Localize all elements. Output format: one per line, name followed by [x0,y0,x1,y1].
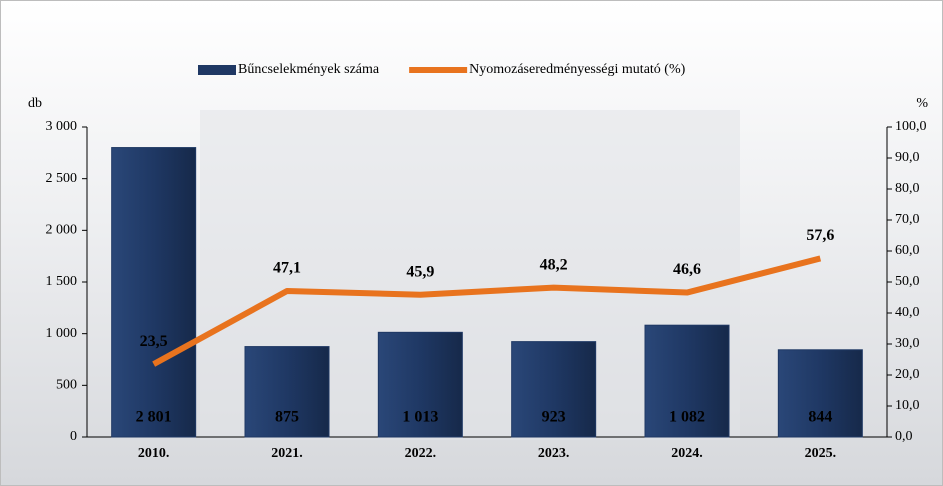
y2-tick-label: 40,0 [895,305,920,320]
y-axis-title: db [28,96,42,111]
bar-value-label: 2 801 [136,409,172,426]
line-value-label: 48,2 [540,256,568,273]
y-tick-label: 500 [56,378,77,393]
y2-tick-label: 30,0 [895,336,920,351]
y-tick-label: 0 [70,429,77,444]
line-value-label: 46,6 [673,261,701,278]
page: db % 0 500 1 000 1 500 2 000 2 500 3 000 0,0 10,… [0,0,943,486]
y-tick-label: 1 000 [46,326,78,341]
x-tick-label: 2022. [405,446,437,461]
x-tick-label: 2023. [538,446,570,461]
line-value-label: 47,1 [273,260,301,277]
legend-label: Bűncselekmények száma [238,62,380,77]
bar-value-label: 875 [275,409,299,426]
bar-value-label: 1 082 [669,409,705,426]
bar-value-label: 923 [542,409,566,426]
y-tick-label: 2 000 [46,223,78,238]
y2-tick-label: 60,0 [895,243,920,258]
x-tick-label: 2024. [671,446,703,461]
y-tick-label: 2 500 [46,171,78,186]
y2-tick-label: 70,0 [895,212,920,227]
legend-swatch [198,65,236,75]
legend-label: Nyomozáseredményességi mutató (%) [469,62,685,77]
bar-value-label: 844 [808,409,832,426]
y2-tick-label: 80,0 [895,181,920,196]
y2-axis-title: % [916,96,928,111]
y2-tick-label: 0,0 [895,429,913,444]
y2-tick-label: 50,0 [895,274,920,289]
line-value-label: 45,9 [406,263,434,280]
line-value-label: 57,6 [806,227,834,244]
line-value-label: 23,5 [140,333,168,350]
y-tick-label: 1 500 [46,274,78,289]
y2-tick-label: 100,0 [895,119,927,134]
y-tick-label: 3 000 [46,119,78,134]
y2-tick-label: 20,0 [895,367,920,382]
bar [112,148,196,437]
chart: db % 0 500 1 000 1 500 2 000 2 500 3 000 0,0 10,… [0,0,943,486]
bar-value-label: 1 013 [402,409,438,426]
y2-tick-label: 90,0 [895,150,920,165]
x-tick-label: 2025. [805,446,837,461]
y2-tick-label: 10,0 [895,398,920,413]
x-tick-label: 2010. [138,446,170,461]
x-tick-label: 2021. [271,446,303,461]
